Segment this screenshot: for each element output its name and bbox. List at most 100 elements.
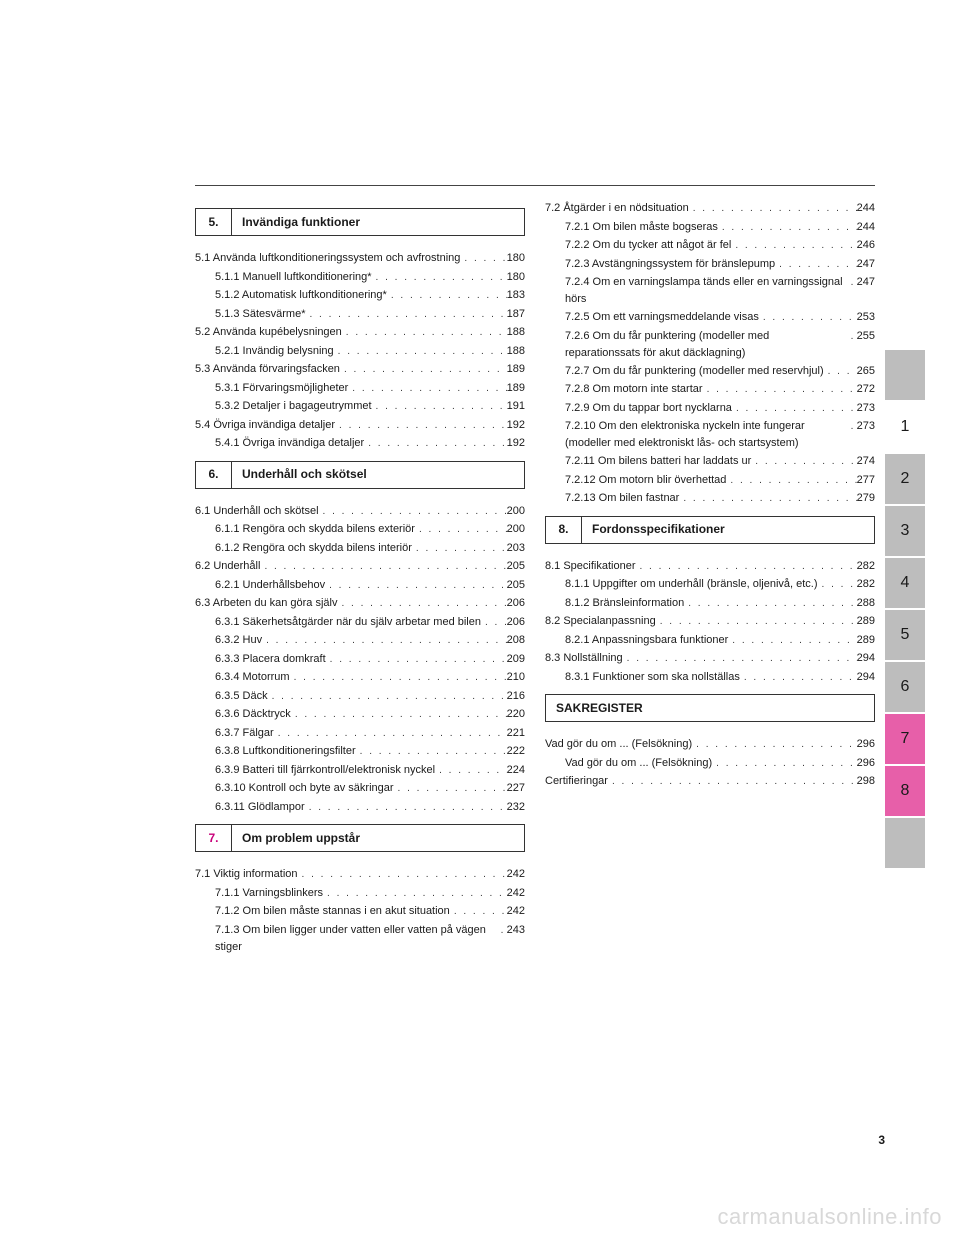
toc-page: 192 <box>507 417 525 434</box>
side-tab[interactable]: 3 <box>885 506 925 556</box>
toc-entry: 8.3.1 Funktioner som ska nollställas294 <box>545 669 875 687</box>
toc-entry: 5.2.1 Invändig belysning188 <box>195 343 525 361</box>
toc-label: 7.2.8 Om motorn inte startar <box>565 381 703 398</box>
toc-page: 294 <box>857 650 875 667</box>
toc-dots <box>323 886 507 903</box>
toc-dots <box>364 436 506 453</box>
toc-dots <box>847 419 857 436</box>
toc-page: 242 <box>507 866 525 883</box>
toc-dots <box>412 541 507 558</box>
toc-page: 289 <box>857 632 875 649</box>
toc-page: 224 <box>507 762 525 779</box>
toc-page: 243 <box>507 922 525 939</box>
toc-dots <box>759 310 857 327</box>
toc-entry: 8.1.2 Bränsleinformation288 <box>545 595 875 613</box>
toc-dots <box>356 744 507 761</box>
toc-label: 6.3.5 Däck <box>215 688 268 705</box>
toc-page: 222 <box>507 743 525 760</box>
toc-entry: 7.1.3 Om bilen ligger under vatten eller… <box>195 922 525 956</box>
toc-page: 232 <box>507 799 525 816</box>
toc-entry: 8.2 Specialanpassning 289 <box>545 613 875 631</box>
toc-label: 5.3.2 Detaljer i bagageutrymmet <box>215 398 372 415</box>
toc-entry: 7.2.4 Om en varningslampa tänds eller en… <box>545 274 875 308</box>
toc-entry: 7.2.8 Om motorn inte startar272 <box>545 381 875 399</box>
toc-label: 8.2 Specialanpassning <box>545 613 656 630</box>
toc-entry: 7.1.2 Om bilen måste stannas i en akut s… <box>195 903 525 921</box>
toc-label: 6.3.6 Däcktryck <box>215 706 291 723</box>
toc-page: 244 <box>857 219 875 236</box>
toc-dots <box>415 522 507 539</box>
toc-entry: 6.2.1 Underhållsbehov205 <box>195 577 525 595</box>
toc-page: 242 <box>507 885 525 902</box>
toc-page: 205 <box>507 577 525 594</box>
top-rule <box>195 185 875 186</box>
side-tab[interactable] <box>885 818 925 868</box>
toc-entry: 6.3.8 Luftkonditioneringsfilter 222 <box>195 743 525 761</box>
toc-page: 289 <box>857 613 875 630</box>
toc-dots <box>818 577 857 594</box>
toc-label: 5.3.1 Förvaringsmöjligheter <box>215 380 348 397</box>
toc-dots <box>731 238 856 255</box>
toc-entry: 7.1 Viktig information242 <box>195 866 525 884</box>
toc-entry: 7.2.2 Om du tycker att något är fel246 <box>545 237 875 255</box>
toc-label: 6.3.8 Luftkonditioneringsfilter <box>215 743 356 760</box>
toc-label: 5.2.1 Invändig belysning <box>215 343 334 360</box>
toc-label: 7.2 Åtgärder i en nödsituation <box>545 200 689 217</box>
toc-page: 277 <box>857 472 875 489</box>
toc-page: 192 <box>507 435 525 452</box>
toc-label: 8.3 Nollställning <box>545 650 623 667</box>
toc-dots <box>305 800 507 817</box>
side-tab[interactable]: 2 <box>885 454 925 504</box>
toc-dots <box>689 201 857 218</box>
side-tab[interactable]: 7 <box>885 714 925 764</box>
toc-dots <box>623 651 857 668</box>
toc-page: 253 <box>857 309 875 326</box>
section-header: 5.Invändiga funktioner <box>195 208 525 236</box>
toc-entry: 6.1.1 Rengöra och skydda bilens exteriör… <box>195 521 525 539</box>
toc-label: 7.2.7 Om du får punktering (modeller med… <box>565 363 824 380</box>
toc-page: 191 <box>507 398 525 415</box>
side-tab[interactable]: 6 <box>885 662 925 712</box>
toc-label: 6.3.9 Batteri till fjärrkontroll/elektro… <box>215 762 435 779</box>
toc-page: 203 <box>507 540 525 557</box>
section-number: 5. <box>196 209 232 235</box>
toc-dots <box>306 307 507 324</box>
toc-label: 6.3.10 Kontroll och byte av säkringar <box>215 780 394 797</box>
toc-dots <box>497 923 507 940</box>
toc-dots <box>372 270 507 287</box>
toc-label: 5.1.3 Sätesvärme* <box>215 306 306 323</box>
toc-dots <box>260 559 506 576</box>
toc-dots <box>692 737 856 754</box>
toc-label: 7.2.2 Om du tycker att något är fel <box>565 237 731 254</box>
toc-dots <box>460 251 506 268</box>
side-tab[interactable]: 8 <box>885 766 925 816</box>
toc-entry: 7.2.5 Om ett varningsmeddelande visas 253 <box>545 309 875 327</box>
toc-entry: 8.2.1 Anpassningsbara funktioner289 <box>545 632 875 650</box>
toc-label: 7.2.5 Om ett varningsmeddelande visas <box>565 309 759 326</box>
toc-label: Certifieringar <box>545 773 608 790</box>
toc-entry: 7.2.7 Om du får punktering (modeller med… <box>545 363 875 381</box>
toc-page: 210 <box>507 669 525 686</box>
toc-entry: 7.1.1 Varningsblinkers242 <box>195 885 525 903</box>
toc-label: 5.2 Använda kupébelysningen <box>195 324 342 341</box>
toc-dots <box>728 633 856 650</box>
toc-entry: 5.3.1 Förvaringsmöjligheter189 <box>195 380 525 398</box>
toc-label: 6.3 Arbeten du kan göra själv <box>195 595 337 612</box>
toc-label: 5.4.1 Övriga invändiga detaljer <box>215 435 364 452</box>
toc-label: Vad gör du om ... (Felsökning) <box>565 755 712 772</box>
toc-entry: 7.2.1 Om bilen måste bogseras244 <box>545 219 875 237</box>
toc-page: 279 <box>857 490 875 507</box>
toc-page: 180 <box>507 250 525 267</box>
side-tab[interactable]: 5 <box>885 610 925 660</box>
toc-entry: 7.2 Åtgärder i en nödsituation 244 <box>545 200 875 218</box>
side-tab[interactable]: 1 <box>885 402 925 452</box>
toc-page: 200 <box>507 521 525 538</box>
toc-page: 209 <box>507 651 525 668</box>
side-tabs: 12345678 <box>885 350 925 870</box>
toc-page: 244 <box>857 200 875 217</box>
side-tab[interactable]: 4 <box>885 558 925 608</box>
toc-label: 8.1 Specifikationer <box>545 558 636 575</box>
side-tab[interactable] <box>885 350 925 400</box>
toc-label: 6.3.2 Huv <box>215 632 262 649</box>
section-header: 8.Fordonsspecifikationer <box>545 516 875 544</box>
